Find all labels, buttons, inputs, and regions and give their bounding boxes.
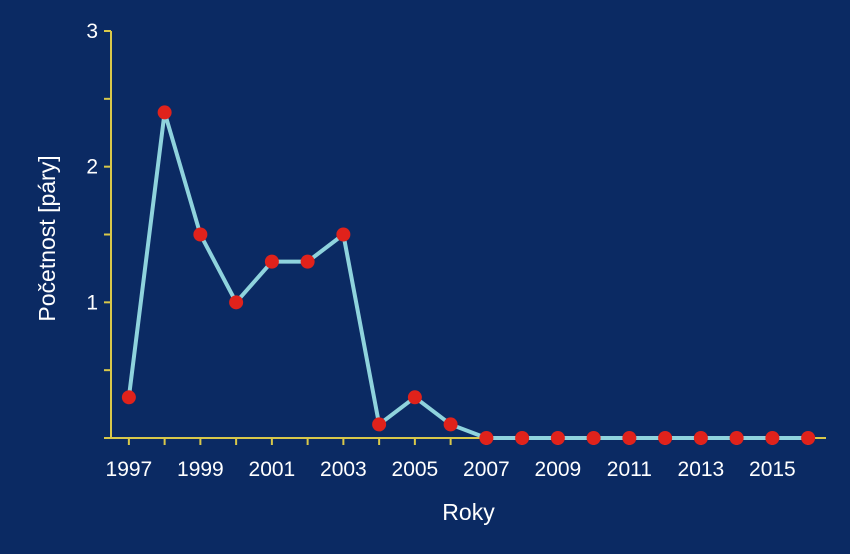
x-tick-label: 2011	[607, 458, 652, 481]
y-tick-label: 1	[86, 291, 98, 314]
data-point	[622, 431, 637, 445]
data-point	[300, 254, 315, 269]
y-axis-ticks	[104, 30, 111, 439]
data-point	[515, 431, 530, 445]
data-point	[336, 227, 351, 242]
data-point	[801, 431, 816, 445]
data-point	[157, 105, 172, 120]
x-tick-label: 2007	[463, 458, 510, 481]
y-tick-label: 2	[86, 156, 98, 179]
data-point	[264, 254, 279, 269]
y-axis-title: Početnost [páry]	[34, 155, 60, 321]
data-point	[693, 431, 708, 445]
x-tick-label: 2015	[749, 458, 796, 481]
data-points	[121, 105, 816, 445]
x-tick-label: 1997	[106, 458, 153, 481]
x-tick-label: 2005	[392, 458, 439, 481]
data-point	[765, 431, 780, 445]
data-point	[372, 417, 387, 432]
data-point	[193, 227, 208, 242]
data-point	[479, 431, 494, 445]
series-line	[126, 110, 809, 440]
data-point	[586, 431, 601, 445]
x-tick-labels: 1997 1999 2001 2003 2005 2007 2009 2011 2013 2015	[106, 458, 796, 481]
x-tick-label: 2013	[678, 458, 725, 481]
x-tick-label: 2001	[249, 458, 296, 481]
x-tick-label: 2003	[320, 458, 367, 481]
data-point	[658, 431, 673, 445]
data-point	[729, 431, 744, 445]
y-tick-label: 3	[86, 20, 98, 43]
data-point	[229, 295, 244, 310]
x-tick-label: 2009	[535, 458, 582, 481]
x-tick-label: 1999	[177, 458, 224, 481]
data-point	[550, 431, 565, 445]
x-axis-title: Roky	[442, 499, 495, 525]
data-point	[443, 417, 458, 432]
y-tick-labels: 1 2 3	[86, 20, 98, 314]
data-point	[121, 390, 136, 405]
data-point	[407, 390, 422, 405]
